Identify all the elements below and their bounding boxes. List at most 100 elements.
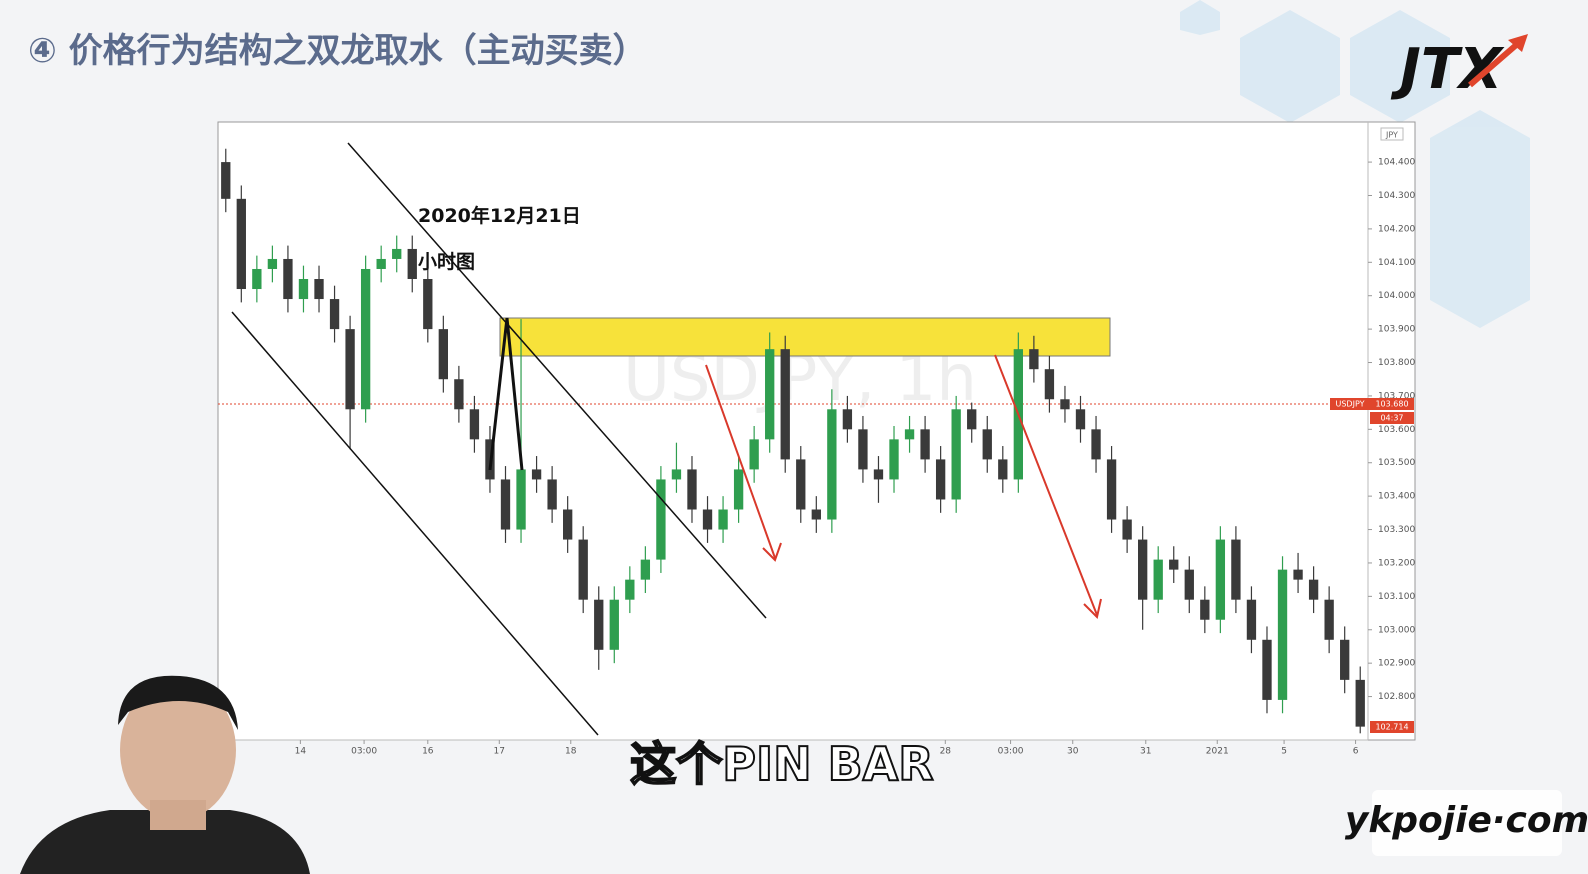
x-tick-label: 6: [1353, 747, 1359, 757]
candle-body: [1293, 569, 1303, 580]
candle-body: [314, 279, 324, 300]
candle-body: [578, 539, 588, 600]
last-price: 102.714: [1375, 723, 1408, 732]
candle-body: [454, 379, 464, 410]
candle-body: [982, 429, 992, 460]
candle-body: [718, 509, 728, 530]
y-tick-label: 103.400: [1378, 492, 1415, 502]
candle-body: [609, 599, 619, 650]
candle-body: [1277, 569, 1288, 700]
x-tick-label: 2021: [1206, 747, 1229, 757]
site-watermark: ykpojie·com: [1345, 800, 1588, 841]
subtitle-caption: 这个PIN BAR: [630, 737, 933, 791]
x-tick-label: 30: [1067, 747, 1079, 757]
candle-body: [671, 469, 682, 480]
y-tick-label: 102.900: [1378, 659, 1415, 669]
plot: 104.400 104.300 104.200 104.100 104.000 103.9…: [221, 148, 1415, 757]
x-tick-label: 16: [422, 747, 434, 757]
candle-body: [283, 258, 293, 300]
annotation: 2020年12月21日: [418, 204, 581, 227]
candle-body: [1153, 559, 1163, 600]
candle-body: [376, 258, 386, 269]
candle-body: [935, 459, 946, 500]
candle-body: [1075, 409, 1086, 430]
candle-body: [1200, 599, 1210, 620]
x-tick-label: 14: [295, 747, 307, 757]
candle-body: [1231, 539, 1241, 600]
y-tick-label: 102.800: [1378, 692, 1415, 702]
candle-body: [267, 258, 278, 269]
candle-body: [392, 248, 402, 259]
candle-body: [1122, 519, 1132, 540]
resistance-zone: [499, 317, 1111, 357]
candle-body: [780, 349, 790, 460]
trend-line: [231, 311, 599, 736]
candle-body: [687, 469, 697, 510]
watermark-box: [1372, 790, 1562, 856]
currency-badge: JPY: [1385, 131, 1398, 140]
x-tick-label: 17: [494, 747, 505, 757]
candle-body: [1029, 349, 1039, 370]
candle-body: [920, 429, 930, 460]
y-tick-label: 103.700: [1378, 391, 1415, 401]
candle-body: [298, 279, 309, 300]
presenter: [20, 675, 310, 874]
candle-body: [516, 469, 526, 530]
candle-body: [733, 469, 744, 510]
candle-body: [407, 248, 417, 280]
candle-body: [827, 409, 837, 520]
countdown: 04:37: [1380, 414, 1403, 423]
candle-body: [765, 349, 775, 440]
candle-body: [1169, 559, 1179, 570]
candle-body: [796, 459, 806, 510]
logo-arrow-head: [1508, 34, 1528, 52]
candle-body: [1091, 429, 1101, 460]
candle-body: [438, 329, 448, 380]
candle-body: [1215, 539, 1226, 620]
candle-body: [547, 479, 557, 510]
y-tick-label: 103.200: [1378, 558, 1415, 568]
candle-body: [656, 479, 666, 560]
logo-arrow: [1468, 37, 1524, 88]
candle-body: [640, 559, 651, 580]
candle-body: [1246, 599, 1257, 640]
arrow: [994, 354, 1098, 616]
candle-body: [236, 198, 246, 290]
annotation: 小时图: [418, 251, 475, 273]
y-tick-label: 103.900: [1378, 325, 1415, 335]
y-tick-label: 103.600: [1378, 425, 1415, 435]
y-tick-label: 104.000: [1378, 291, 1415, 301]
candle-body: [967, 409, 977, 430]
pin-bar-outline: [488, 317, 524, 471]
y-tick-label: 103.800: [1378, 358, 1415, 368]
y-tick-label: 103.500: [1378, 458, 1415, 468]
candle-body: [252, 268, 262, 290]
candle-body: [889, 439, 899, 480]
arrow: [705, 364, 776, 559]
candle-body: [951, 409, 961, 500]
candle-body: [811, 509, 821, 520]
trend-line: [347, 142, 767, 619]
y-tick-label: 104.300: [1378, 191, 1415, 201]
drawings: [231, 142, 1102, 736]
candle-body: [423, 279, 433, 330]
price-tag: 103.680: [1375, 400, 1408, 409]
x-tick-label: 5: [1281, 747, 1287, 757]
candle-body: [345, 329, 355, 410]
candle-body: [1044, 369, 1055, 400]
y-tick-label: 104.400: [1378, 158, 1415, 168]
candle-body: [749, 439, 759, 470]
candle-body: [1184, 569, 1194, 600]
y-tick-label: 103.100: [1378, 592, 1415, 602]
candle-body: [1308, 579, 1319, 600]
hex-decor: [1180, 0, 1530, 328]
x-tick-label: 18: [565, 747, 577, 757]
candle-body: [998, 459, 1008, 480]
candle-body: [1106, 459, 1117, 520]
candle-body: [1340, 639, 1350, 680]
countdown-box: [1370, 412, 1414, 424]
candle-body: [1060, 399, 1070, 410]
candle-body: [563, 509, 573, 540]
candle-body: [531, 469, 542, 480]
price-tag-box: [1370, 398, 1414, 410]
